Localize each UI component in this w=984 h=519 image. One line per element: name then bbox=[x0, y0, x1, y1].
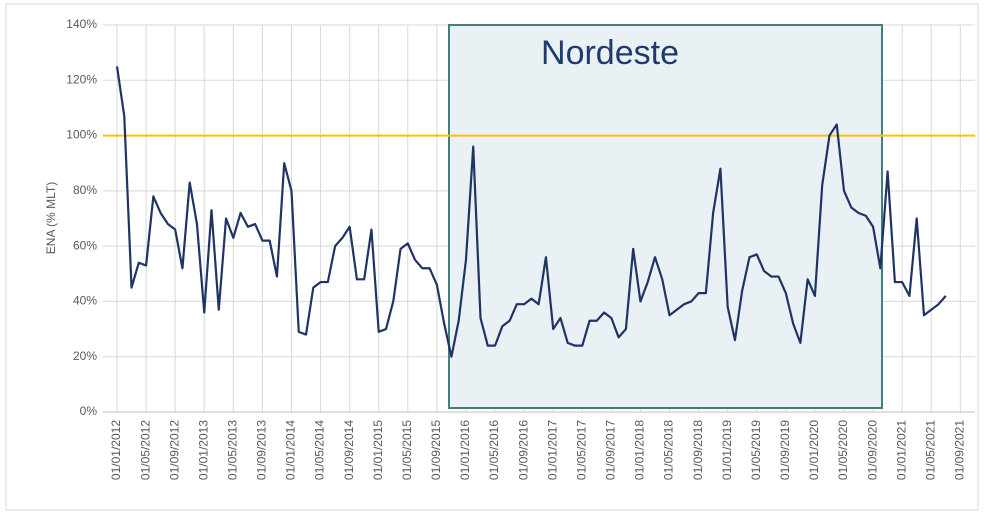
x-tick-label: 01/09/2020 bbox=[865, 420, 879, 480]
y-tick-label: 100% bbox=[66, 128, 97, 142]
x-tick-label: 01/09/2016 bbox=[516, 420, 530, 480]
x-tick-label: 01/01/2020 bbox=[807, 420, 821, 480]
x-tick-label: 01/05/2021 bbox=[923, 420, 937, 480]
y-axis-label: ENA (% MLT) bbox=[44, 182, 58, 254]
x-tick-label: 01/09/2021 bbox=[952, 420, 966, 480]
x-tick-label: 01/05/2014 bbox=[313, 420, 327, 480]
x-tick-label: 01/01/2013 bbox=[196, 420, 210, 480]
x-tick-label: 01/01/2014 bbox=[284, 420, 298, 480]
x-tick-label: 01/05/2012 bbox=[138, 420, 152, 480]
x-tick-label: 01/09/2013 bbox=[255, 420, 269, 480]
x-tick-label: 01/01/2019 bbox=[720, 420, 734, 480]
x-tick-label: 01/05/2019 bbox=[749, 420, 763, 480]
y-tick-label: 140% bbox=[66, 17, 97, 31]
x-tick-label: 01/05/2016 bbox=[487, 420, 501, 480]
x-tick-label: 01/09/2012 bbox=[167, 420, 181, 480]
x-tick-label: 01/01/2016 bbox=[458, 420, 472, 480]
x-tick-label: 01/09/2015 bbox=[429, 420, 443, 480]
x-tick-label: 01/01/2017 bbox=[545, 420, 559, 480]
y-tick-label: 20% bbox=[73, 349, 97, 363]
x-tick-label: 01/09/2018 bbox=[691, 420, 705, 480]
x-tick-label: 01/09/2019 bbox=[778, 420, 792, 480]
region-box bbox=[448, 24, 883, 409]
y-tick-label: 60% bbox=[73, 238, 97, 252]
x-tick-label: 01/01/2012 bbox=[109, 420, 123, 480]
x-tick-label: 01/05/2018 bbox=[662, 420, 676, 480]
x-tick-label: 01/05/2013 bbox=[225, 420, 239, 480]
x-tick-label: 01/09/2017 bbox=[604, 420, 618, 480]
x-tick-label: 01/05/2017 bbox=[574, 420, 588, 480]
y-tick-label: 0% bbox=[80, 404, 98, 418]
x-tick-label: 01/01/2021 bbox=[894, 420, 908, 480]
x-tick-label: 01/01/2018 bbox=[633, 420, 647, 480]
series-line bbox=[115, 66, 947, 358]
y-tick-label: 40% bbox=[73, 294, 97, 308]
annotation: Nordeste bbox=[541, 34, 679, 72]
y-tick-label: 120% bbox=[66, 72, 97, 86]
x-tick-label: 01/05/2015 bbox=[400, 420, 414, 480]
y-tick-label: 80% bbox=[73, 183, 97, 197]
x-tick-label: 01/05/2020 bbox=[836, 420, 850, 480]
x-tick-label: 01/01/2015 bbox=[371, 420, 385, 480]
x-tick-label: 01/09/2014 bbox=[342, 420, 356, 480]
